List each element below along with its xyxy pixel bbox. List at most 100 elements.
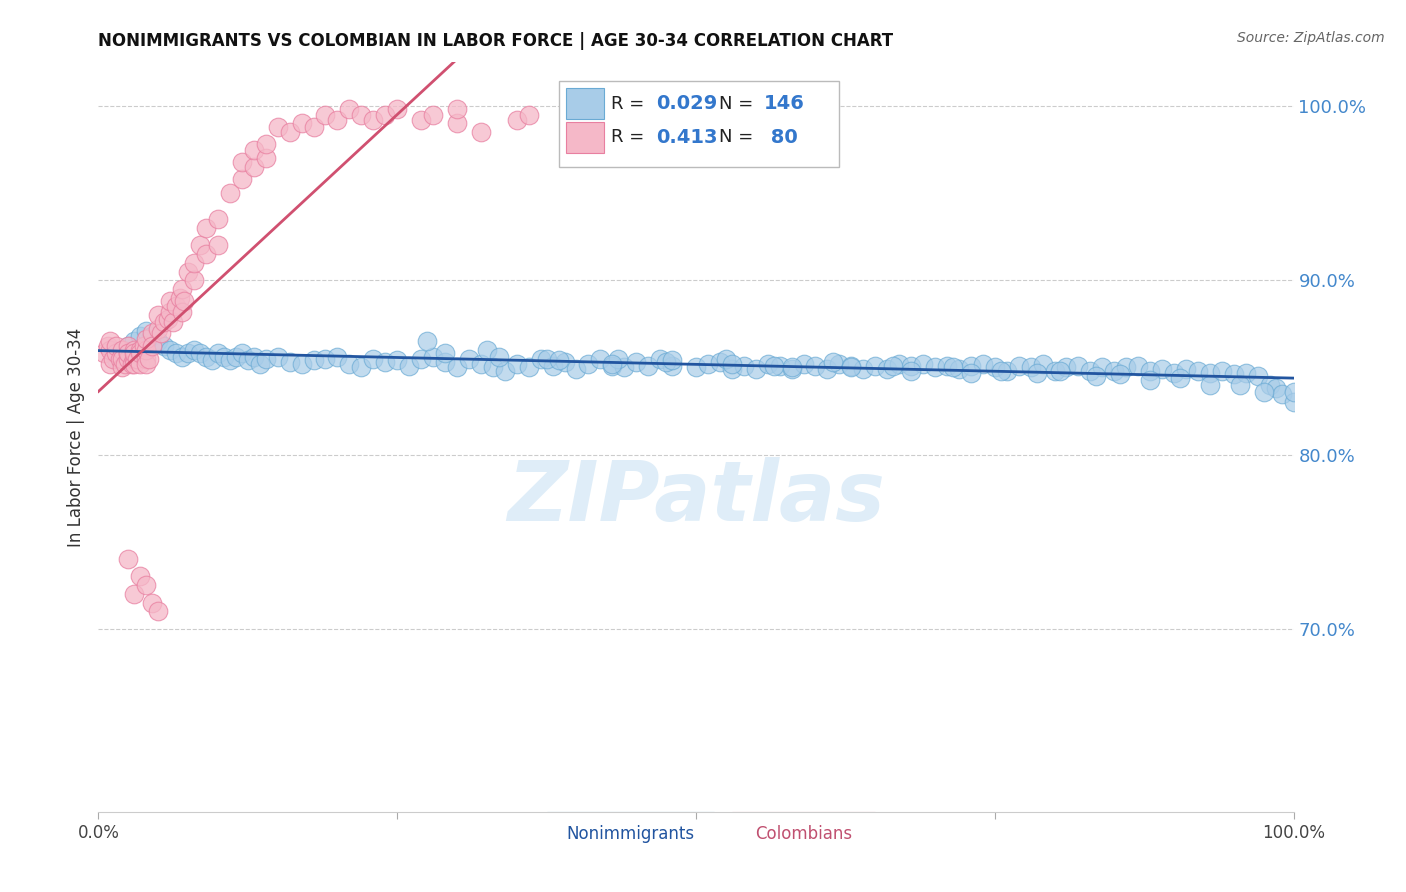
Point bbox=[411, 351, 433, 366]
FancyBboxPatch shape bbox=[565, 121, 605, 153]
Point bbox=[97, 339, 120, 353]
Point bbox=[517, 108, 540, 122]
Point bbox=[554, 355, 576, 369]
Point bbox=[124, 357, 146, 371]
Point bbox=[363, 351, 385, 366]
Point bbox=[470, 125, 492, 139]
Point bbox=[117, 339, 139, 353]
Point bbox=[98, 343, 122, 357]
Point bbox=[374, 108, 396, 122]
Point bbox=[506, 112, 529, 127]
Point bbox=[434, 346, 457, 360]
Point bbox=[865, 359, 887, 373]
Point bbox=[733, 359, 755, 373]
Point bbox=[135, 578, 157, 592]
Point bbox=[162, 315, 184, 329]
Point bbox=[172, 350, 194, 364]
Point bbox=[828, 357, 851, 371]
Point bbox=[995, 364, 1018, 378]
Point bbox=[165, 299, 187, 313]
Point bbox=[446, 103, 468, 117]
Point bbox=[1271, 386, 1294, 401]
Point bbox=[135, 333, 157, 347]
Point bbox=[302, 353, 325, 368]
Point bbox=[105, 346, 128, 360]
Point bbox=[446, 360, 468, 375]
Point bbox=[188, 238, 211, 252]
Point bbox=[132, 339, 155, 353]
Point bbox=[852, 362, 875, 376]
Point bbox=[291, 116, 314, 130]
Point bbox=[648, 351, 672, 366]
Point bbox=[129, 357, 152, 371]
Point bbox=[661, 359, 683, 373]
Point bbox=[212, 350, 235, 364]
Point bbox=[745, 362, 768, 376]
Point bbox=[488, 350, 510, 364]
Point bbox=[1128, 359, 1150, 373]
Point bbox=[172, 304, 194, 318]
Point bbox=[1008, 359, 1031, 373]
Point bbox=[195, 350, 218, 364]
Point bbox=[1091, 360, 1114, 375]
Point bbox=[278, 355, 301, 369]
Point bbox=[111, 346, 134, 360]
Point bbox=[141, 339, 163, 353]
Point bbox=[422, 108, 444, 122]
Point bbox=[207, 212, 229, 227]
Point bbox=[481, 360, 505, 375]
Point bbox=[1234, 366, 1257, 380]
Point bbox=[231, 154, 253, 169]
Point bbox=[159, 304, 181, 318]
Point bbox=[1067, 359, 1090, 373]
Point bbox=[1264, 381, 1286, 395]
Text: 0.029: 0.029 bbox=[657, 95, 718, 113]
Point bbox=[219, 353, 242, 368]
Point bbox=[1019, 360, 1042, 375]
Text: 146: 146 bbox=[763, 95, 806, 113]
Point bbox=[517, 360, 540, 375]
Point bbox=[117, 346, 139, 360]
Point bbox=[637, 359, 659, 373]
Point bbox=[578, 357, 600, 371]
Point bbox=[219, 186, 242, 201]
Point bbox=[1085, 369, 1108, 384]
Point bbox=[129, 569, 152, 583]
Point bbox=[254, 351, 277, 366]
Point bbox=[236, 353, 259, 368]
Point bbox=[841, 360, 863, 375]
Point bbox=[93, 346, 115, 360]
Point bbox=[183, 256, 205, 270]
Point bbox=[1258, 377, 1281, 392]
Point bbox=[291, 357, 314, 371]
Point bbox=[1109, 368, 1132, 382]
Point bbox=[756, 357, 779, 371]
Point bbox=[339, 103, 361, 117]
Point bbox=[960, 366, 983, 380]
Point bbox=[1115, 360, 1137, 375]
Point bbox=[207, 238, 229, 252]
Point bbox=[135, 357, 157, 371]
Point bbox=[111, 343, 134, 357]
Point bbox=[101, 351, 124, 366]
Point bbox=[249, 357, 271, 371]
Point bbox=[1139, 364, 1161, 378]
Point bbox=[254, 151, 277, 165]
Point bbox=[135, 324, 157, 338]
Point bbox=[626, 355, 648, 369]
Point bbox=[148, 322, 170, 336]
Point bbox=[607, 351, 630, 366]
Point bbox=[685, 360, 707, 375]
Point bbox=[602, 357, 624, 371]
Text: N =: N = bbox=[718, 95, 759, 112]
Point bbox=[315, 351, 337, 366]
Point bbox=[267, 120, 290, 134]
Point bbox=[780, 362, 803, 376]
Point bbox=[267, 350, 290, 364]
Point bbox=[148, 308, 170, 322]
Point bbox=[721, 357, 744, 371]
Point bbox=[105, 339, 128, 353]
Point bbox=[948, 362, 970, 376]
Text: Source: ZipAtlas.com: Source: ZipAtlas.com bbox=[1237, 31, 1385, 45]
Point bbox=[924, 360, 946, 375]
